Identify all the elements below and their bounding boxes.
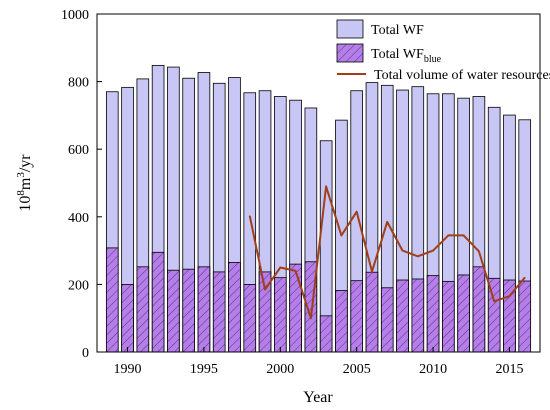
bar-total-wf-blue-1994 [182,268,195,353]
point-water-resources-2007 [386,221,389,223]
plot-area-frame [96,13,541,353]
point-water-resources-2006 [371,270,373,273]
x-tick-label-1990: 1990 [114,362,142,377]
bar-total-wf-blue-1990 [121,283,134,353]
point-water-resources-2016 [523,276,526,279]
bar-total-wf-blue-1996 [212,271,226,353]
bar-total-wf-blue-2005 [350,280,363,353]
y-axis-title: 108m3/yr [15,154,34,212]
point-water-resources-1998 [248,215,251,217]
bar-total-wf-blue-1997 [228,262,241,353]
legend-label-water-resources: Total volume of water resources [374,68,550,83]
bar-total-wf-blue-1992 [151,251,165,353]
bar-total-wf-blue-2013 [472,266,486,353]
point-water-resources-2011 [447,234,450,237]
x-tick-label-2005: 2005 [343,362,371,377]
bar-total-wf-blue-1989 [105,247,119,353]
bar-total-wf-blue-2001 [289,263,302,353]
bar-total-wf-blue-2003 [319,315,333,353]
legend-swatch-total-wf-blue [336,43,364,63]
bar-total-wf-blue-2006 [365,271,379,353]
point-water-resources-2003 [325,185,327,188]
bar-total-wf-blue-2004 [335,290,348,353]
legend-label-total-wf-blue: Total WFblue [371,47,442,65]
bar-total-wf-blue-1998 [243,283,257,353]
bar-total-wf-blue-2012 [457,274,470,353]
y-tick-label-0: 0 [82,346,89,361]
y-tick-label-200: 200 [68,278,89,293]
bar-total-wf-blue-1991 [136,266,150,353]
point-water-resources-2014 [493,300,495,303]
x-tick-label-2000: 2000 [266,362,294,377]
bar-total-wf-blue-2000 [274,277,287,353]
total-wf-bars [105,64,532,353]
x-tick-label-2010: 2010 [419,362,447,377]
bar-total-wf-blue-2010 [426,275,440,353]
x-tick-label-2015: 2015 [495,362,523,377]
bar-total-wf-blue-1993 [167,269,180,353]
point-water-resources-2012 [462,234,465,237]
y-tick-label-600: 600 [68,143,89,158]
point-water-resources-2009 [416,255,419,258]
bar-total-wf-blue-1995 [197,266,211,353]
bar-total-wf-blue-2009 [411,278,425,353]
y-tick-label-400: 400 [68,211,89,226]
bar-total-wf-blue-2016 [518,280,532,353]
x-axis-title: Year [303,389,333,406]
point-water-resources-2008 [401,249,404,252]
x-axis: 1990 1995 2000 2005 2010 2015 [114,347,523,377]
water-resources-series [248,185,526,320]
legend: Total WF Total WFblue Total volume of wa… [336,19,550,83]
bar-total-wf-blue-2007 [380,287,394,353]
point-water-resources-2015 [508,295,511,298]
y-tick-label-1000: 1000 [61,8,89,23]
x-tick-label-1995: 1995 [190,362,218,377]
point-water-resources-2013 [478,250,480,253]
point-water-resources-2000 [279,266,282,269]
y-axis: 0 200 400 600 800 1000 [61,8,102,361]
point-water-resources-2004 [340,234,343,237]
point-water-resources-2002 [310,317,312,320]
point-water-resources-2001 [294,270,297,272]
point-water-resources-1999 [264,288,266,291]
bar-total-wf-blue-2011 [442,280,455,353]
bar-total-wf-blue-2008 [396,279,409,353]
y-tick-label-800: 800 [68,76,89,91]
point-water-resources-2005 [355,210,358,213]
total-wf-blue-bars [105,247,532,353]
legend-swatch-total-wf [336,19,364,39]
point-water-resources-2010 [432,249,434,252]
legend-label-total-wf: Total WF [371,23,424,38]
